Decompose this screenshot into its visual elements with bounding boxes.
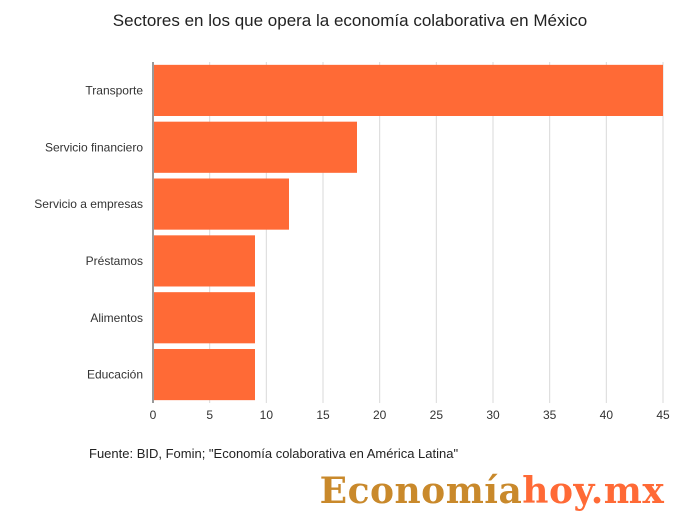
category-label: Servicio financiero	[45, 140, 143, 154]
bar-alimentos	[154, 292, 255, 344]
category-label: Servicio a empresas	[34, 197, 143, 211]
grid-lines	[209, 62, 664, 403]
bar-servicio-a-empresas	[154, 178, 289, 230]
x-tick-label: 45	[656, 408, 670, 422]
logo-part-hoymx: hoy.mx	[522, 470, 664, 512]
category-label: Transporte	[85, 83, 143, 97]
bar-prestamos	[154, 235, 255, 287]
x-tick-label: 40	[600, 408, 614, 422]
category-label: Préstamos	[86, 254, 143, 268]
x-tick-label: 0	[150, 408, 157, 422]
category-labels: Transporte Servicio financiero Servicio a …	[34, 83, 143, 381]
x-tick-label: 25	[430, 408, 444, 422]
logo-part-economia: Economía	[320, 470, 523, 512]
x-tick-label: 35	[543, 408, 557, 422]
source-note: Fuente: BID, Fomin; "Economía colaborati…	[89, 446, 458, 461]
chart-title: Sectores en los que opera la economía co…	[113, 11, 587, 30]
x-tick-label: 30	[486, 408, 500, 422]
bar-servicio-financiero	[154, 121, 357, 173]
category-label: Educación	[87, 368, 143, 382]
category-label: Alimentos	[90, 311, 143, 325]
brand-logo: Economíahoy.mx	[320, 470, 665, 512]
x-tick-label: 20	[373, 408, 387, 422]
x-tick-label: 15	[316, 408, 330, 422]
bar-educacion	[154, 349, 255, 401]
x-tick-label: 5	[206, 408, 213, 422]
bars	[154, 64, 663, 401]
bar-transporte	[154, 64, 663, 116]
x-tick-label: 10	[260, 408, 274, 422]
x-axis-ticks: 0 5 10 15 20 25 30 35 40 45	[150, 408, 670, 422]
